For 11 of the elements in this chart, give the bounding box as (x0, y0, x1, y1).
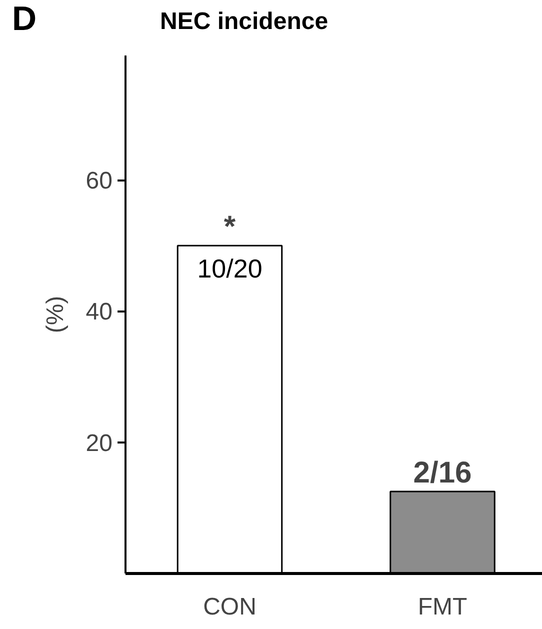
annotation: 10/20 (197, 254, 262, 284)
y-tick-label: 40 (86, 298, 113, 326)
y-axis-title: (%) (42, 296, 69, 334)
text: D (12, 0, 37, 39)
y-tick-label: 20 (86, 430, 113, 457)
annotation: 2/16 (413, 456, 472, 490)
annotation: * (224, 210, 236, 244)
x-tick-label: FMT (418, 594, 468, 620)
x-tick-label: CON (203, 594, 256, 620)
y-tick-label: 60 (86, 168, 113, 195)
chart-title: NEC incidence (160, 8, 328, 36)
